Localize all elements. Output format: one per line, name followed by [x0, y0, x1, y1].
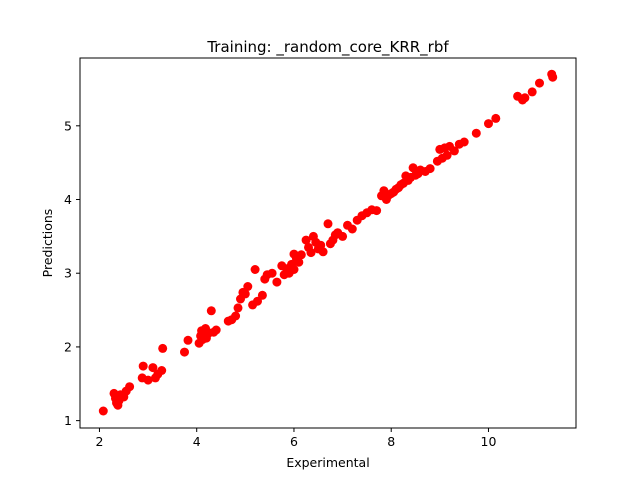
data-point	[257, 290, 267, 300]
y-tick-label: 4	[64, 192, 72, 207]
data-point	[471, 128, 481, 138]
data-point	[148, 363, 158, 373]
x-axis-label: Experimental	[286, 455, 369, 470]
data-point	[323, 219, 333, 229]
data-point	[211, 325, 221, 335]
data-point	[143, 375, 153, 385]
x-tick-label: 8	[387, 434, 395, 449]
data-point	[491, 113, 501, 123]
data-point	[206, 306, 216, 316]
data-point	[318, 247, 328, 257]
data-point	[338, 231, 348, 241]
data-point	[98, 406, 108, 416]
data-point	[243, 282, 253, 291]
x-tick-label: 2	[95, 434, 103, 449]
y-tick-label: 3	[64, 266, 72, 281]
data-point	[347, 224, 357, 234]
x-axis-ticks: 2 4 6 8 10	[95, 428, 496, 449]
data-point	[267, 268, 277, 278]
y-tick-label: 2	[64, 339, 72, 354]
plot-area	[98, 69, 558, 416]
data-point	[484, 119, 493, 129]
data-point	[253, 296, 262, 306]
data-point	[372, 206, 382, 216]
data-point	[301, 235, 311, 245]
data-point	[183, 335, 193, 345]
data-point	[459, 137, 469, 147]
y-axis-ticks: 1 2 3 4 5	[64, 118, 80, 428]
data-point	[442, 150, 452, 160]
data-point	[294, 257, 304, 267]
data-point	[408, 163, 418, 173]
data-point	[138, 361, 148, 371]
data-point	[425, 164, 435, 174]
data-point	[125, 382, 135, 392]
y-tick-label: 1	[64, 413, 72, 428]
y-tick-label: 5	[64, 118, 72, 133]
data-point	[449, 146, 459, 156]
data-point	[306, 248, 316, 258]
x-tick-label: 4	[193, 434, 201, 449]
data-point	[158, 343, 168, 353]
x-tick-label: 10	[481, 434, 497, 449]
chart-title: Training: _random_core_KRR_rbf	[206, 38, 449, 57]
data-point	[250, 265, 260, 274]
data-point	[535, 78, 544, 88]
data-point	[520, 93, 530, 103]
data-point	[527, 87, 537, 97]
data-point	[157, 366, 167, 375]
data-point	[289, 265, 299, 274]
data-point	[272, 277, 282, 287]
data-point	[233, 303, 243, 313]
x-tick-label: 6	[290, 434, 298, 449]
data-point	[231, 311, 241, 321]
data-point	[548, 72, 558, 82]
data-point	[240, 289, 250, 299]
axes-frame	[79, 57, 577, 429]
data-point	[296, 250, 306, 260]
y-axis-label: Predictions	[40, 209, 55, 278]
data-point	[180, 347, 189, 357]
